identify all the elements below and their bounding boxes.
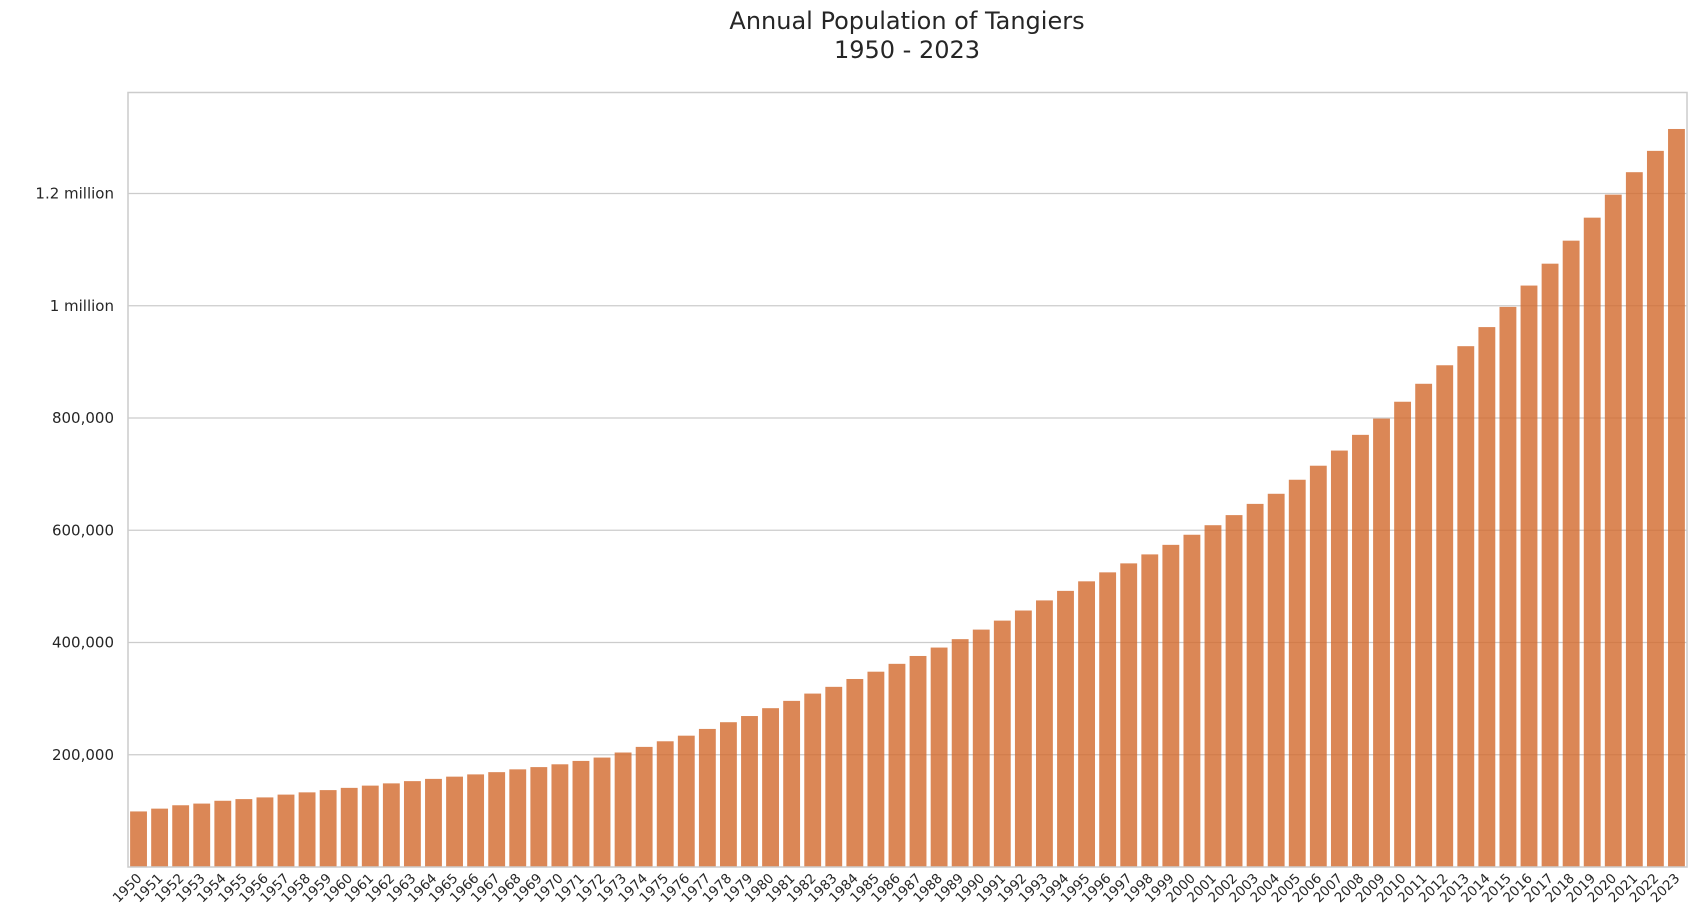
chart-title: Annual Population of Tangiers bbox=[729, 7, 1084, 35]
bar-1982 bbox=[804, 693, 822, 867]
bar-1956 bbox=[256, 797, 274, 867]
bar-1955 bbox=[235, 799, 253, 867]
bar-1979 bbox=[741, 716, 758, 867]
bar-1987 bbox=[909, 655, 927, 867]
bar-1999 bbox=[1162, 544, 1180, 867]
bar-1993 bbox=[1036, 600, 1053, 867]
bar-2022 bbox=[1646, 150, 1664, 868]
y-tick-label: 1.2 million bbox=[35, 185, 114, 203]
y-axis-ticks: 200,000 400,000 600,000 800,000 1 million 1.2… bbox=[35, 185, 114, 764]
bar-2009 bbox=[1373, 418, 1390, 867]
bar-2012 bbox=[1436, 365, 1454, 867]
y-tick-label: 800,000 bbox=[52, 409, 114, 427]
bar-1967 bbox=[488, 772, 506, 867]
bar-1996 bbox=[1099, 572, 1117, 867]
bar-1954 bbox=[214, 800, 232, 867]
bar-2007 bbox=[1330, 450, 1348, 867]
bar-2002 bbox=[1225, 515, 1243, 867]
bar-1965 bbox=[446, 776, 463, 867]
bar-1962 bbox=[382, 783, 400, 867]
bar-2014 bbox=[1478, 327, 1496, 867]
bar-1975 bbox=[656, 741, 674, 867]
bar-1968 bbox=[509, 769, 527, 867]
bar-2019 bbox=[1583, 217, 1601, 867]
bar-1966 bbox=[467, 774, 485, 867]
y-tick-label: 1 million bbox=[50, 297, 114, 315]
bar-1974 bbox=[635, 746, 653, 867]
bar-1961 bbox=[361, 785, 379, 867]
bar-1957 bbox=[277, 794, 295, 867]
chart-subtitle: 1950 - 2023 bbox=[834, 36, 980, 64]
bar-1963 bbox=[403, 781, 421, 867]
bar-2020 bbox=[1604, 194, 1622, 868]
bar-1969 bbox=[530, 767, 548, 867]
bar-2006 bbox=[1309, 465, 1327, 867]
bar-1998 bbox=[1141, 554, 1159, 867]
bar-2008 bbox=[1352, 434, 1369, 867]
gridlines bbox=[128, 192, 1687, 756]
bar-1981 bbox=[783, 700, 801, 867]
bar-1971 bbox=[572, 760, 590, 867]
bar-2001 bbox=[1204, 525, 1222, 867]
bar-1952 bbox=[172, 805, 190, 867]
bar-1951 bbox=[151, 808, 169, 867]
bar-1994 bbox=[1057, 590, 1074, 867]
bar-2013 bbox=[1457, 346, 1475, 867]
bar-1990 bbox=[972, 629, 990, 867]
bar-2015 bbox=[1499, 306, 1517, 867]
bar-1988 bbox=[930, 647, 948, 867]
bar-1960 bbox=[340, 787, 358, 867]
bar-1980 bbox=[762, 708, 779, 867]
bar-1950 bbox=[130, 811, 147, 867]
bar-2010 bbox=[1394, 401, 1412, 867]
bar-1959 bbox=[319, 790, 337, 867]
bar-2018 bbox=[1562, 240, 1580, 867]
y-tick-label: 600,000 bbox=[52, 521, 114, 539]
y-tick-label: 200,000 bbox=[52, 746, 114, 764]
bar-1978 bbox=[719, 722, 737, 867]
x-axis-ticks: 1950195119521953195419551956195719581959… bbox=[110, 871, 1684, 907]
bar-1977 bbox=[698, 728, 716, 867]
bar-1991 bbox=[993, 620, 1011, 867]
bar-1985 bbox=[867, 671, 885, 867]
bar-1973 bbox=[614, 752, 632, 867]
plot-frame bbox=[127, 91, 1688, 868]
bar-2011 bbox=[1415, 383, 1433, 867]
bar-2021 bbox=[1625, 172, 1643, 867]
bar-2023 bbox=[1668, 128, 1685, 867]
bar-1983 bbox=[825, 686, 843, 867]
bar-2005 bbox=[1288, 479, 1306, 867]
bar-1989 bbox=[951, 639, 969, 867]
bar-1972 bbox=[593, 757, 611, 867]
bar-1976 bbox=[677, 735, 695, 867]
y-tick-label: 400,000 bbox=[52, 634, 114, 652]
bar-1964 bbox=[425, 778, 442, 867]
bar-2004 bbox=[1267, 493, 1285, 867]
bar-2016 bbox=[1520, 285, 1538, 867]
bars bbox=[130, 128, 1685, 868]
bar-1997 bbox=[1120, 563, 1138, 867]
bar-1995 bbox=[1078, 581, 1096, 867]
bar-1984 bbox=[846, 678, 864, 867]
bar-1986 bbox=[888, 663, 906, 867]
bar-1970 bbox=[551, 764, 569, 867]
bar-1958 bbox=[298, 792, 316, 867]
bar-2000 bbox=[1183, 534, 1201, 867]
bar-2017 bbox=[1541, 263, 1559, 867]
bar-1992 bbox=[1014, 610, 1032, 867]
bar-1953 bbox=[193, 803, 211, 867]
bar-2003 bbox=[1246, 503, 1264, 867]
